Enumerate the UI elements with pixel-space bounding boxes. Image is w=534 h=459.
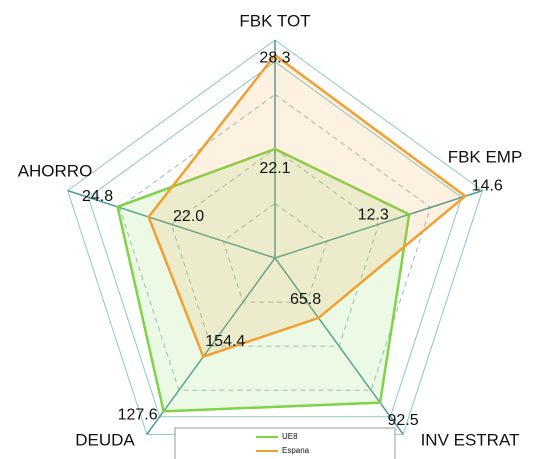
axis-label: FBK EMP	[448, 147, 523, 166]
axis-label: DEUDA	[75, 430, 135, 449]
data-label: 92.5	[388, 412, 419, 429]
legend-label: Espana	[282, 446, 310, 455]
axis-label: AHORRO	[18, 161, 93, 180]
data-label: 154.4	[205, 333, 245, 350]
spoke	[67, 189, 276, 259]
data-label: 65.8	[290, 291, 321, 308]
axis-label: INV ESTRAT	[421, 430, 520, 449]
labels: FBK TOT FBK EMP INV ESTRAT DEUDA AHORRO 22.1 1…	[18, 11, 523, 449]
data-label: 22.1	[259, 160, 290, 177]
data-label: 24.8	[82, 188, 113, 205]
spoke	[274, 189, 483, 259]
data-label: 127.6	[118, 407, 158, 424]
legend-label: UE8	[282, 432, 298, 441]
data-label: 22.0	[173, 208, 204, 225]
legend-box	[174, 427, 396, 459]
grid-ring	[170, 148, 380, 347]
data-label: 28.3	[259, 49, 290, 66]
axis-label: FBK TOT	[239, 11, 310, 30]
marks	[116, 53, 468, 413]
series-area	[116, 147, 411, 413]
grid-ring	[87, 61, 463, 418]
spoke	[274, 257, 404, 435]
series-area	[147, 53, 468, 359]
data-label: 14.6	[472, 177, 503, 194]
grid-ring	[118, 93, 432, 391]
data-label: 12.3	[358, 207, 389, 224]
spoke	[146, 257, 276, 435]
